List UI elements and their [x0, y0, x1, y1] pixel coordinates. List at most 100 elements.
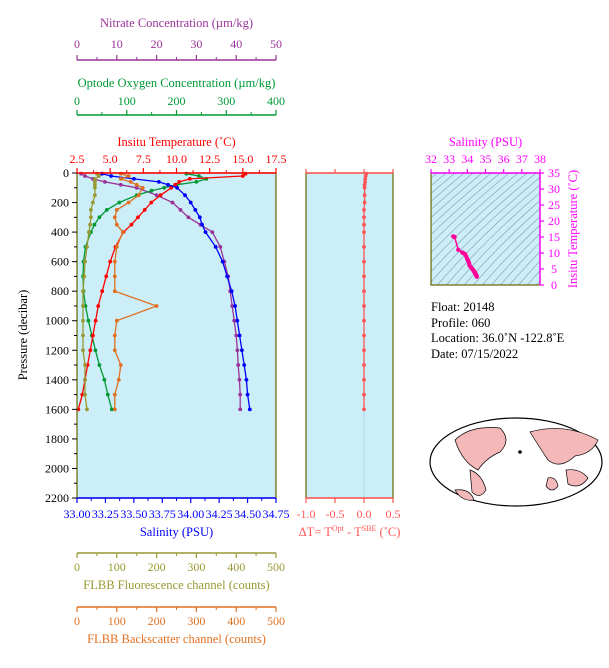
ts-y-tick-label-5: 25 [548, 198, 560, 212]
temperature-point-4 [173, 182, 178, 187]
ts-isopycnal-line [527, 270, 540, 285]
ts-point-2 [456, 247, 461, 252]
pressure-tick-label-4: 800 [51, 284, 69, 298]
fluorescence-axis-title: FLBB Fluorescence channel (counts) [83, 578, 269, 592]
fluorescence-tick-label-4: 400 [227, 560, 245, 574]
fluorescence-tick-label-3: 300 [187, 560, 205, 574]
fluorescence-point-5 [93, 185, 97, 190]
oxygen-point-24 [109, 407, 114, 412]
temperature-tick-label-2: 7.5 [136, 152, 151, 166]
deltat-point-16 [362, 304, 366, 308]
ts-isopycnal-line [482, 224, 540, 285]
pressure-tick-label-6: 1200 [45, 343, 69, 357]
oxygen-tick-label-4: 400 [267, 94, 285, 108]
oxygen-point-22 [102, 377, 107, 382]
backscatter-point-20 [118, 363, 123, 367]
salinity-point-23 [247, 407, 252, 412]
fluorescence-point-13 [83, 259, 87, 264]
deltat-point-17 [362, 318, 366, 323]
temperature-point-19 [88, 348, 93, 353]
world-map [429, 417, 603, 507]
deltat-tick-label-1: -0.5 [326, 507, 345, 521]
oxygen-point-1 [197, 174, 201, 178]
ts-isopycnal-line [431, 173, 519, 254]
nitrate-tick-label-0: 0 [74, 37, 80, 51]
deltat-title-sup-opt: Opt [332, 524, 345, 533]
fluorescence-point-2 [93, 177, 97, 181]
temperature-point-1 [240, 174, 245, 178]
deltat-point-14 [362, 274, 366, 279]
fluorescence-point-4 [93, 182, 97, 187]
profile-number-label: Profile: 060 [431, 315, 491, 330]
nitrate-tick-label-3: 30 [190, 37, 202, 51]
deltat-point-8 [362, 208, 366, 212]
fluorescence-point-19 [81, 348, 85, 353]
ts-x-tick-label-1: 33 [443, 152, 455, 166]
oxygen-tick-label-2: 200 [168, 94, 186, 108]
deltat-point-7 [362, 200, 367, 205]
ts-isopycnal-line [431, 176, 540, 283]
backscatter-tick-label-5: 500 [267, 614, 285, 628]
backscatter-tick-label-3: 300 [187, 614, 205, 628]
temperature-point-3 [177, 180, 182, 184]
oxygen-point-8 [117, 200, 122, 205]
ts-x-tick-label-5: 37 [516, 152, 528, 166]
salinity-point-7 [188, 200, 193, 205]
salinity-point-3 [157, 180, 161, 184]
temperature-point-7 [149, 200, 154, 205]
deltat-point-1 [363, 174, 368, 178]
deltat-point-13 [362, 259, 366, 264]
ts-isopycnal-line [509, 251, 540, 285]
nitrate-point-7 [170, 200, 175, 205]
pressure-tick-label-5: 1000 [45, 314, 69, 328]
ts-isopycnal-line [455, 200, 540, 285]
oxygen-tick-label-0: 0 [74, 94, 80, 108]
temperature-point-8 [142, 208, 147, 212]
nitrate-point-5 [134, 185, 139, 190]
deltat-tick-label-3: 0.5 [386, 507, 401, 521]
pressure-tick-label-3: 600 [51, 255, 69, 269]
fluorescence-point-6 [93, 193, 97, 198]
backscatter-point-22 [112, 392, 117, 397]
fluorescence-point-1 [97, 174, 101, 178]
temperature-point-22 [80, 392, 85, 397]
nitrate-point-11 [210, 230, 215, 235]
ts-x-tick-label-6: 38 [534, 152, 546, 166]
fluorescence-point-8 [89, 208, 93, 212]
deltat-point-11 [362, 230, 366, 235]
nitrate-point-8 [178, 208, 183, 212]
fluorescence-point-7 [91, 200, 95, 205]
temperature-point-20 [85, 363, 90, 367]
nitrate-profile-line [80, 173, 241, 410]
salinity-point-18 [237, 333, 242, 338]
salinity-point-21 [244, 377, 249, 382]
nitrate-point-12 [218, 245, 223, 249]
ts-x-tick-label-3: 35 [480, 152, 492, 166]
salinity-axis-title: Salinity (PSU) [140, 525, 213, 539]
deltat-axis-title: ΔT= TOpt - TSBE (˚C) [299, 524, 401, 539]
oxygen-point-9 [104, 208, 109, 212]
oxygen-tick-label-1: 100 [118, 94, 136, 108]
nitrate-point-4 [118, 182, 123, 187]
nitrate-point-22 [238, 392, 243, 397]
fluorescence-point-17 [81, 318, 85, 323]
temperature-point-2 [187, 177, 192, 181]
salinity-point-14 [225, 274, 230, 279]
backscatter-point-12 [114, 245, 119, 249]
salinity-point-16 [233, 304, 238, 308]
salinity-point-6 [183, 193, 187, 198]
backscatter-point-5 [140, 185, 145, 190]
deltat-point-5 [362, 185, 367, 190]
nitrate-point-18 [234, 333, 239, 338]
deltat-title-mid: - T [344, 525, 362, 539]
pressure-axis-title: Pressure (decibar) [16, 290, 30, 381]
fluorescence-point-9 [89, 215, 93, 220]
deltat-title-end: (˚C) [376, 525, 400, 539]
map-landmass-1 [469, 469, 487, 496]
nitrate-point-3 [103, 180, 107, 184]
backscatter-tick-label-4: 400 [227, 614, 245, 628]
salinity-point-19 [240, 348, 244, 353]
ts-y-tick-label-4: 20 [548, 214, 560, 228]
ts-isopycnal-line [518, 260, 540, 285]
